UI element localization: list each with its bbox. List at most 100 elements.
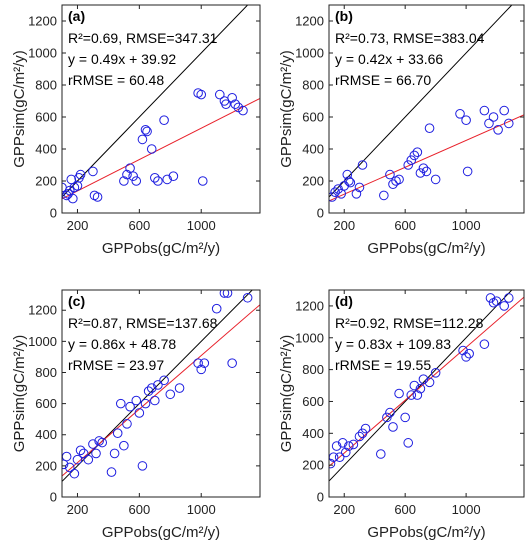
panel-d-point (458, 345, 468, 356)
panel-a-point (72, 181, 83, 191)
panel-a-point (227, 93, 237, 103)
panel-b-point (488, 112, 499, 122)
panel-d-point (329, 458, 336, 469)
panel-d-x-tick-label: 200 (333, 502, 355, 517)
panel-c-y-tick-label: 1200 (28, 303, 57, 318)
panel-a-one-to-one-line (62, 5, 249, 198)
panel-a-x-tick-label: 200 (67, 218, 89, 233)
panel-d-point (340, 447, 351, 458)
panel-c-fit-line (62, 304, 260, 477)
panel-c-point (146, 383, 157, 393)
panel-b-point (409, 150, 420, 161)
panel-c-point (140, 398, 151, 409)
panel-c-point (72, 454, 83, 465)
panel-b-y-tick-label: 1000 (295, 46, 324, 61)
panel-a-y-tick-label: 200 (35, 174, 57, 189)
panel-a-point (146, 144, 157, 154)
panel-d-y-tick-label: 200 (302, 458, 324, 473)
panel-a-point (196, 89, 207, 100)
panel-a-y-tick-label: 1200 (28, 14, 57, 29)
panel-b-point (354, 182, 365, 193)
panel-d-y-tick-label: 1200 (295, 298, 324, 313)
panel-a-point (92, 192, 103, 202)
panel-b-point (461, 115, 471, 125)
panel-c-point (64, 462, 75, 473)
panel-a-point (137, 134, 148, 145)
panel-c-axes-frame (61, 289, 261, 498)
panel-b-tag: (b) (335, 8, 353, 24)
panel-a-point (197, 176, 208, 186)
panel-b-point (499, 105, 509, 116)
panel-b-point (503, 118, 514, 129)
panel-d-point (388, 422, 398, 432)
panel-a-point (119, 176, 129, 186)
panel-c-point (97, 437, 108, 448)
panel-b: 200 600 1000 0 200 400 600 800 1000 1200 GPPobs(gC… (278, 4, 525, 257)
panel-b-x-axis-label: GPPobs(gC/m²/y) (367, 240, 485, 257)
panel-c-y-tick-label: 600 (35, 396, 57, 411)
panel-a-point (88, 166, 98, 177)
panel-a: 200 600 1000 0 200 400 600 800 1000 1200 GPPobs(gC… (11, 4, 261, 257)
panel-d-point (354, 431, 365, 442)
panel-c-point (91, 448, 101, 459)
panel-a-x-tick-label: 1000 (187, 218, 216, 233)
panel-c-point (137, 461, 148, 471)
panel-d-point (382, 412, 392, 423)
panel-a-annotation: y = 0.49x + 39.92 (68, 51, 176, 67)
panel-b-annotation: rRMSE = 66.70 (335, 72, 431, 88)
panel-a-point (75, 169, 86, 180)
panel-c-x-tick-label: 1000 (187, 502, 216, 517)
panel-c-point (106, 467, 117, 477)
panel-d-point (334, 452, 345, 462)
panel-b-y-tick-label: 0 (317, 206, 324, 221)
panel-b-point (351, 189, 362, 199)
panel-c-point (196, 364, 207, 375)
panel-d-point (461, 352, 471, 362)
panel-d-point (409, 380, 420, 391)
panel-d-y-tick-label: 800 (302, 362, 324, 377)
panel-a-y-tick-label: 1000 (28, 46, 57, 61)
panel-a-annotation: rRMSE = 60.48 (68, 72, 164, 88)
panel-a-point (221, 99, 231, 109)
panel-b-point (493, 125, 503, 135)
panel-a-point (122, 169, 132, 180)
panel-d-point (406, 390, 417, 400)
panel-c-point (165, 389, 176, 400)
panel-c-point (227, 358, 237, 368)
panel-b-x-tick-label: 1000 (452, 218, 481, 233)
panel-c-y-tick-label: 800 (35, 365, 57, 380)
panel-d-y-tick-label: 600 (302, 394, 324, 409)
panel-c-point (143, 386, 154, 396)
panel-a-point (230, 99, 241, 109)
panel-a-point (140, 125, 151, 135)
panel-b-point (479, 105, 490, 116)
panel-b-axes-frame (328, 4, 525, 214)
panel-d-y-tick-label: 1000 (295, 330, 324, 345)
panel-d-point (491, 296, 502, 306)
panel-a-fit-line (62, 97, 260, 200)
panel-c-point (219, 290, 230, 298)
panel-d-x-tick-label: 1000 (452, 502, 481, 517)
panel-b-point (412, 147, 423, 157)
panel-b-point (421, 166, 432, 177)
panel-b-point (462, 166, 473, 177)
panel-c-y-tick-label: 1000 (28, 334, 57, 349)
panel-c-x-tick-label: 200 (67, 502, 89, 517)
panel-b-point (333, 184, 343, 194)
panel-c-point (109, 448, 120, 459)
panel-b-point (379, 190, 389, 201)
panel-b-y-tick-label: 200 (302, 174, 324, 189)
panel-d-point (403, 438, 414, 448)
panel-b-x-tick-label: 600 (394, 218, 416, 233)
panel-a-point (238, 105, 248, 116)
panel-c-point (125, 401, 135, 412)
panel-b-fit-line (329, 114, 524, 202)
panel-b-point (418, 163, 429, 173)
panel-c-point (159, 375, 169, 386)
panel-a-point (128, 171, 138, 181)
panel-b-point (388, 179, 398, 189)
panel-c-point (222, 290, 233, 298)
panel-d-point (400, 412, 410, 423)
panel-d-x-axis-label: GPPobs(gC/m²/y) (367, 524, 485, 541)
panel-c-point (150, 395, 160, 406)
